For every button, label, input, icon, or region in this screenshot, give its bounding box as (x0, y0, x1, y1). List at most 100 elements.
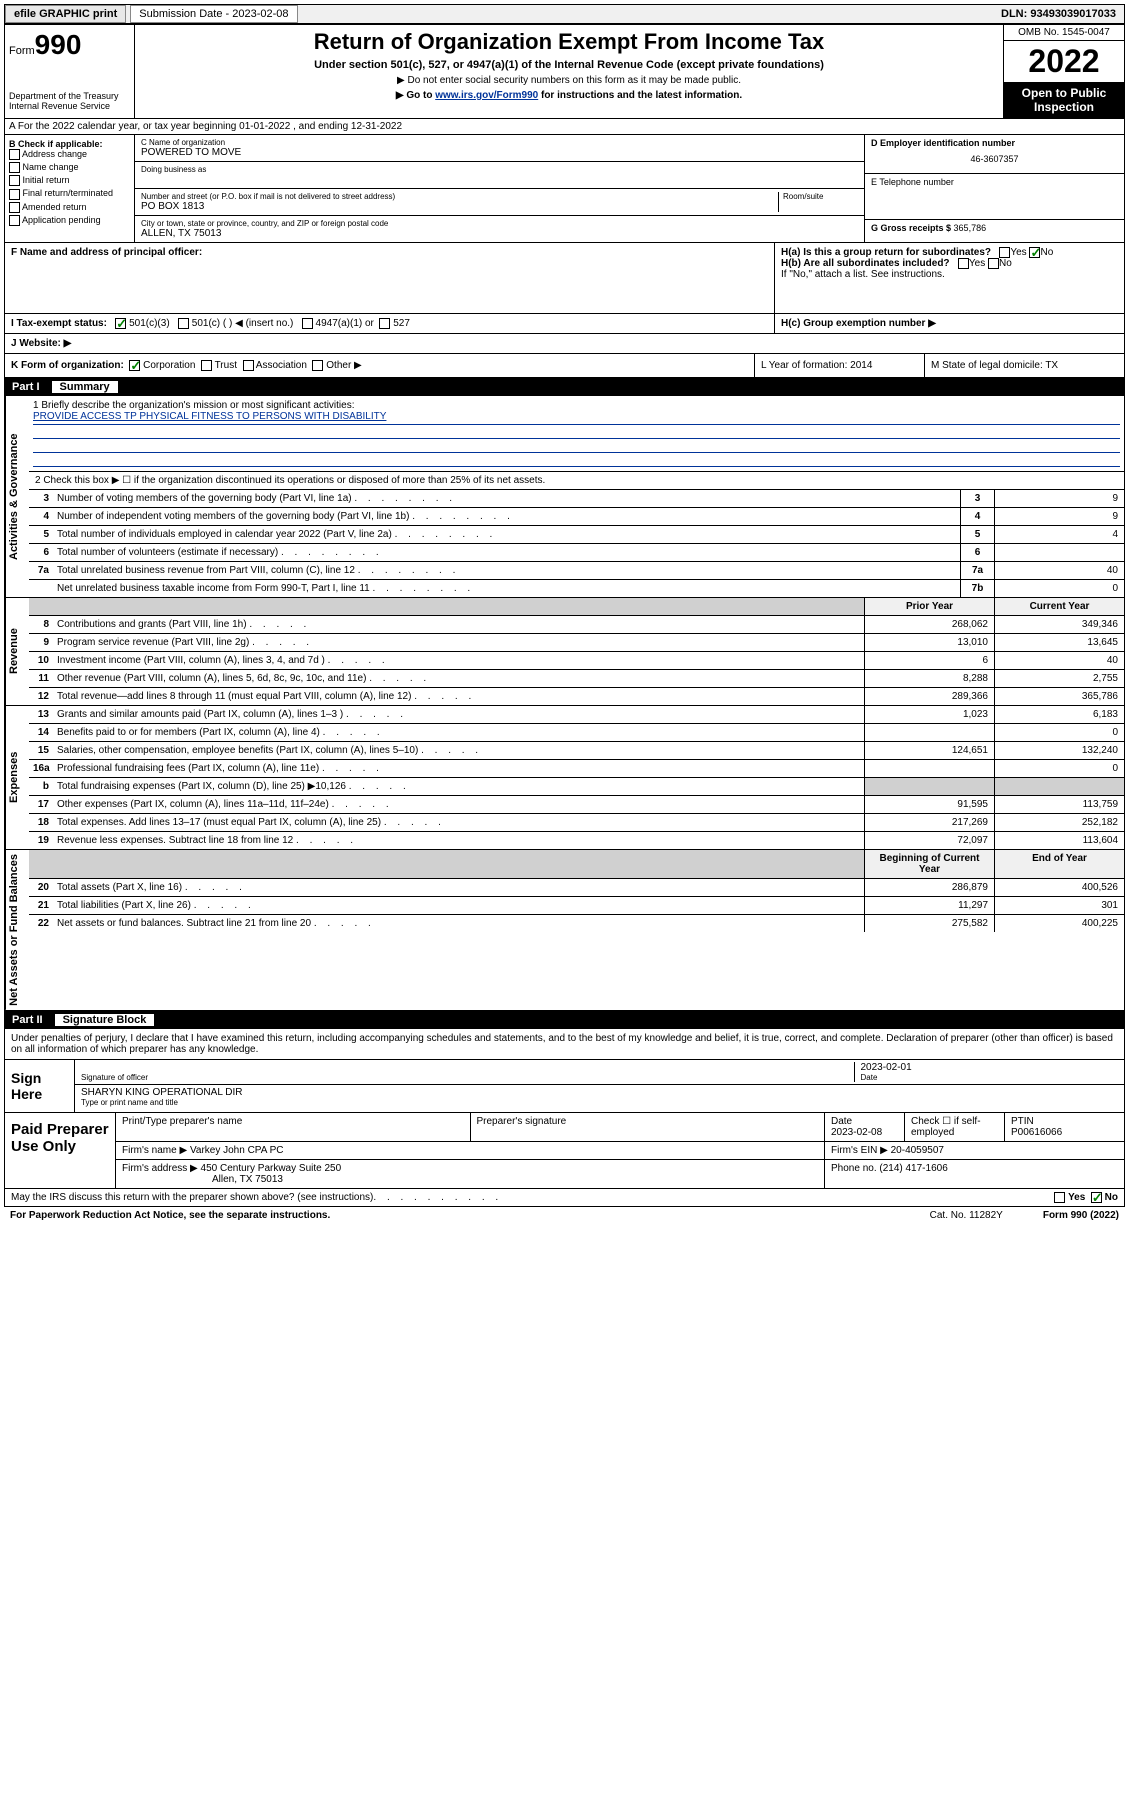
row-k: K Form of organization: Corporation Trus… (4, 354, 1125, 378)
part2-header: Part II Signature Block (4, 1011, 1125, 1029)
preparer-date-hdr: Date (831, 1116, 898, 1127)
preparer-date: 2023-02-08 (831, 1127, 898, 1138)
sidetab-governance: Activities & Governance (5, 396, 29, 597)
city-state-zip: ALLEN, TX 75013 (141, 228, 858, 239)
cb-4947[interactable] (302, 318, 313, 329)
firm-name-label: Firm's name ▶ (122, 1145, 187, 1156)
paperwork-notice: For Paperwork Reduction Act Notice, see … (10, 1210, 330, 1221)
officer-name-label: Type or print name and title (81, 1098, 1118, 1107)
table-row: Net unrelated business taxable income fr… (29, 580, 1124, 597)
form-org-label: K Form of organization: (11, 360, 124, 371)
sidetab-netassets: Net Assets or Fund Balances (5, 850, 29, 1010)
hb-yes[interactable] (958, 258, 969, 269)
current-year-hdr: Current Year (994, 598, 1124, 615)
hc-label: H(c) Group exemption number ▶ (781, 318, 936, 329)
opt-527: 527 (393, 318, 410, 329)
cb-501c3[interactable] (115, 318, 126, 329)
omb-number: OMB No. 1545-0047 (1004, 25, 1124, 41)
city-label: City or town, state or province, country… (141, 219, 858, 228)
table-row: 4Number of independent voting members of… (29, 508, 1124, 526)
col-de: D Employer identification number46-36073… (864, 135, 1124, 242)
cb-initial-return[interactable] (9, 175, 20, 186)
table-row: 15Salaries, other compensation, employee… (29, 742, 1124, 760)
opt-corp: Corporation (143, 360, 195, 371)
hb-no[interactable] (988, 258, 999, 269)
cb-assoc[interactable] (243, 360, 254, 371)
row-a-tax-year: A For the 2022 calendar year, or tax yea… (4, 119, 1125, 135)
form-header: Form990 Department of the Treasury Inter… (4, 24, 1125, 119)
addr-label: Number and street (or P.O. box if mail i… (141, 192, 778, 201)
cb-label: Address change (22, 149, 87, 159)
cb-527[interactable] (379, 318, 390, 329)
cb-other[interactable] (312, 360, 323, 371)
dba-label: Doing business as (141, 165, 858, 174)
topbar: efile GRAPHIC print Submission Date - 20… (4, 4, 1125, 24)
firm-addr2: Allen, TX 75013 (212, 1174, 283, 1185)
discuss-no[interactable] (1091, 1192, 1102, 1203)
opt-assoc: Association (256, 360, 307, 371)
cb-address-change[interactable] (9, 149, 20, 160)
table-row: 21Total liabilities (Part X, line 26) . … (29, 897, 1124, 915)
discuss-label: May the IRS discuss this return with the… (11, 1192, 373, 1203)
efile-button[interactable]: efile GRAPHIC print (5, 5, 126, 23)
no-label: No (999, 258, 1012, 269)
paid-preparer-label: Paid Preparer Use Only (5, 1113, 115, 1188)
sig-declaration: Under penalties of perjury, I declare th… (5, 1029, 1124, 1060)
cb-trust[interactable] (201, 360, 212, 371)
mission-blank (33, 453, 1120, 467)
cb-501c[interactable] (178, 318, 189, 329)
identity-block: B Check if applicable: Address change Na… (4, 135, 1125, 243)
signature-block: Under penalties of perjury, I declare th… (4, 1029, 1125, 1113)
cb-label: Final return/terminated (23, 188, 114, 198)
ptin-value: P00616066 (1011, 1127, 1118, 1138)
table-row: 18Total expenses. Add lines 13–17 (must … (29, 814, 1124, 832)
ptin-hdr: PTIN (1011, 1116, 1118, 1127)
discuss-yes[interactable] (1054, 1192, 1065, 1203)
ha-no[interactable] (1029, 247, 1040, 258)
firm-name: Varkey John CPA PC (190, 1145, 284, 1156)
firm-addr-label: Firm's address ▶ (122, 1163, 198, 1174)
ha-yes[interactable] (999, 247, 1010, 258)
page-footer: For Paperwork Reduction Act Notice, see … (4, 1207, 1125, 1224)
line2: 2 Check this box ▶ ☐ if the organization… (29, 472, 1124, 490)
firm-ein-label: Firm's EIN ▶ (831, 1145, 888, 1156)
opt-501c3: 501(c)(3) (129, 318, 170, 329)
cb-corp[interactable] (129, 360, 140, 371)
cb-amended[interactable] (9, 202, 20, 213)
table-row: 9Program service revenue (Part VIII, lin… (29, 634, 1124, 652)
summary-governance: Activities & Governance 1 Briefly descri… (4, 396, 1125, 598)
preparer-sig-hdr: Preparer's signature (477, 1116, 819, 1127)
cb-name-change[interactable] (9, 162, 20, 173)
no-label: No (1040, 247, 1053, 258)
col-c-org-info: C Name of organizationPOWERED TO MOVE Do… (135, 135, 864, 242)
cb-app-pending[interactable] (9, 215, 20, 226)
sidetab-revenue: Revenue (5, 598, 29, 705)
ein-label: D Employer identification number (871, 138, 1118, 148)
table-row: 17Other expenses (Part IX, column (A), l… (29, 796, 1124, 814)
prior-year-hdr: Prior Year (864, 598, 994, 615)
form-id: Form990 Department of the Treasury Inter… (5, 25, 135, 118)
opt-4947: 4947(a)(1) or (316, 318, 374, 329)
table-row: 12Total revenue—add lines 8 through 11 (… (29, 688, 1124, 705)
cb-label: Application pending (22, 215, 101, 225)
rev-header-row: Prior Year Current Year (29, 598, 1124, 616)
table-row: 16aProfessional fundraising fees (Part I… (29, 760, 1124, 778)
net-header-row: Beginning of Current Year End of Year (29, 850, 1124, 879)
table-row: 20Total assets (Part X, line 16) . . . .… (29, 879, 1124, 897)
officer-name: SHARYN KING OPERATIONAL DIR (81, 1087, 1118, 1098)
discuss-row: May the IRS discuss this return with the… (4, 1189, 1125, 1207)
yes-label: Yes (1068, 1192, 1085, 1203)
irs-link[interactable]: www.irs.gov/Form990 (435, 90, 538, 101)
link-post: for instructions and the latest informat… (538, 90, 742, 101)
firm-phone-label: Phone no. (831, 1163, 879, 1174)
table-row: 22Net assets or fund balances. Subtract … (29, 915, 1124, 932)
summary-revenue: Revenue Prior Year Current Year 8Contrib… (4, 598, 1125, 706)
form-word: Form (9, 45, 35, 57)
yes-label: Yes (1010, 247, 1026, 258)
table-row: bTotal fundraising expenses (Part IX, co… (29, 778, 1124, 796)
table-row: 5Total number of individuals employed in… (29, 526, 1124, 544)
link-pre: ▶ Go to (396, 90, 435, 101)
cb-final-return[interactable] (9, 189, 20, 200)
sign-here-label: Sign Here (5, 1060, 75, 1112)
org-name: POWERED TO MOVE (141, 147, 858, 158)
